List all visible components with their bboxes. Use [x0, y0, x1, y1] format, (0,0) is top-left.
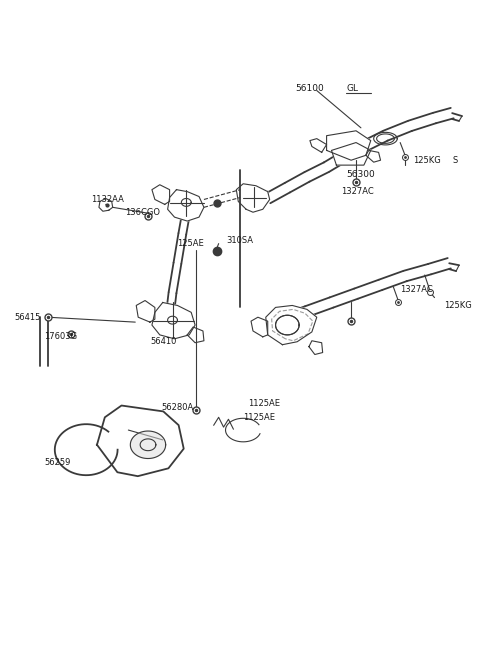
Polygon shape	[152, 302, 195, 339]
Text: S: S	[452, 156, 457, 165]
Polygon shape	[276, 315, 299, 335]
Polygon shape	[326, 131, 371, 160]
Text: 56259: 56259	[44, 458, 71, 467]
Polygon shape	[131, 431, 166, 459]
Polygon shape	[332, 143, 371, 165]
Polygon shape	[309, 341, 323, 355]
Polygon shape	[136, 300, 155, 322]
Polygon shape	[266, 306, 317, 345]
Text: 125KG: 125KG	[413, 156, 441, 165]
Text: 1132AA: 1132AA	[91, 195, 124, 204]
Text: 56100: 56100	[295, 84, 324, 93]
Text: 1327AC: 1327AC	[341, 187, 374, 196]
Polygon shape	[97, 405, 184, 476]
Text: 125AE: 125AE	[178, 239, 204, 248]
Text: 1327AC: 1327AC	[400, 285, 433, 294]
Text: 56280A: 56280A	[162, 403, 194, 412]
Polygon shape	[236, 184, 270, 212]
Polygon shape	[310, 139, 326, 152]
Text: 17603G: 17603G	[44, 332, 77, 342]
Polygon shape	[251, 317, 268, 337]
Polygon shape	[168, 190, 204, 221]
Polygon shape	[99, 198, 113, 212]
Text: 125KG: 125KG	[444, 301, 472, 310]
Text: 310SA: 310SA	[227, 236, 253, 245]
Text: GL: GL	[346, 84, 358, 93]
Polygon shape	[366, 150, 381, 162]
Text: 56410: 56410	[150, 337, 176, 346]
Text: 1125AE: 1125AE	[248, 399, 280, 408]
Text: 136CGO: 136CGO	[125, 208, 160, 217]
Polygon shape	[152, 185, 169, 204]
Polygon shape	[187, 327, 204, 343]
Text: 56300: 56300	[346, 170, 375, 179]
Text: 1125AE: 1125AE	[243, 413, 275, 422]
Text: 56415: 56415	[14, 313, 41, 322]
